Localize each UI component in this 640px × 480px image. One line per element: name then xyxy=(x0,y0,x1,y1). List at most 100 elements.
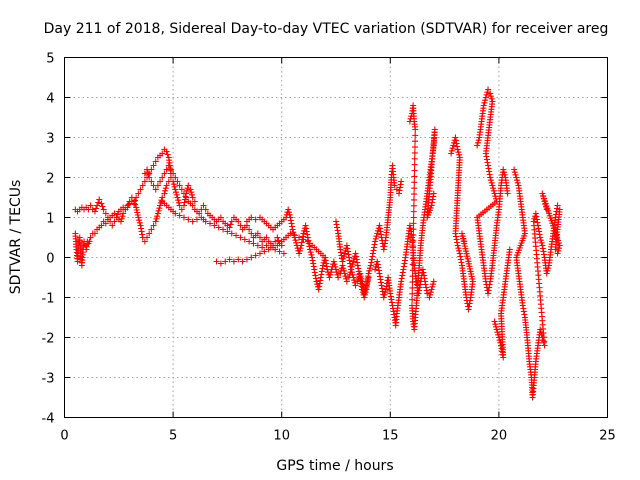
data-point xyxy=(104,214,111,221)
data-point xyxy=(159,174,166,181)
data-point xyxy=(409,296,416,303)
data-point xyxy=(183,187,190,194)
data-point xyxy=(306,246,313,253)
data-point xyxy=(351,277,358,284)
data-point xyxy=(410,243,417,250)
data-point xyxy=(495,334,502,341)
data-point xyxy=(540,195,547,202)
data-point xyxy=(342,273,349,280)
data-point xyxy=(171,183,178,190)
data-point xyxy=(183,194,190,201)
data-point xyxy=(540,337,547,344)
data-point xyxy=(511,169,518,176)
data-point xyxy=(172,186,179,193)
data-point xyxy=(132,201,139,208)
data-point xyxy=(492,321,499,328)
data-point xyxy=(455,149,462,156)
axis-ticks xyxy=(64,57,608,418)
data-point xyxy=(490,185,497,192)
data-point xyxy=(409,267,416,274)
y-tick-label: 5 xyxy=(46,52,54,67)
data-point xyxy=(131,198,138,205)
data-point xyxy=(485,86,492,93)
data-point xyxy=(167,166,174,173)
data-point xyxy=(361,291,368,298)
data-point xyxy=(367,265,374,272)
data-point xyxy=(139,182,146,189)
data-point xyxy=(348,266,355,273)
data-point xyxy=(161,190,168,197)
y-tick-label: -1 xyxy=(42,292,55,307)
data-point xyxy=(174,194,181,201)
data-point xyxy=(545,265,552,272)
series-seg-g xyxy=(333,162,405,301)
data-point xyxy=(109,222,116,229)
data-point xyxy=(327,271,334,278)
data-point xyxy=(154,213,161,220)
data-point xyxy=(141,170,148,177)
data-point xyxy=(137,186,144,193)
y-tick-label: 1 xyxy=(46,212,54,227)
data-point xyxy=(233,232,240,239)
data-point xyxy=(175,197,182,204)
series-seg-b xyxy=(72,174,198,245)
data-point xyxy=(265,246,272,253)
data-point xyxy=(250,240,257,247)
data-point xyxy=(237,234,244,241)
data-point xyxy=(372,238,379,245)
x-tick-label: 25 xyxy=(599,429,616,444)
data-point xyxy=(175,199,182,206)
data-point xyxy=(537,234,544,241)
data-point xyxy=(226,256,233,263)
data-point xyxy=(340,253,347,260)
data-point xyxy=(474,139,481,146)
data-point xyxy=(300,230,307,237)
data-point xyxy=(165,162,172,169)
data-point xyxy=(120,210,127,217)
data-point xyxy=(458,230,465,237)
data-point xyxy=(215,224,222,231)
data-point xyxy=(252,216,259,223)
series-seg-i xyxy=(406,102,438,333)
data-point xyxy=(202,218,209,225)
data-point xyxy=(296,250,303,257)
data-point xyxy=(185,216,192,223)
x-tick-label: 5 xyxy=(169,429,177,444)
data-point xyxy=(504,190,511,197)
data-point xyxy=(145,171,152,178)
data-point xyxy=(153,215,160,222)
data-point xyxy=(350,258,357,265)
data-point xyxy=(513,174,520,181)
data-point xyxy=(91,230,98,237)
data-point xyxy=(141,238,148,245)
data-point xyxy=(241,236,248,243)
data-point xyxy=(491,318,498,325)
x-tick-labels: 0 5 10 15 20 25 xyxy=(60,429,615,444)
data-point xyxy=(185,182,192,189)
data-point xyxy=(333,269,340,276)
data-point xyxy=(410,237,417,244)
data-point xyxy=(493,326,500,333)
data-point xyxy=(261,248,268,255)
data-point xyxy=(92,205,99,212)
data-point xyxy=(348,263,355,270)
data-point xyxy=(411,185,418,192)
data-point xyxy=(111,210,118,217)
data-point xyxy=(178,206,185,213)
series-seg-j xyxy=(448,134,476,313)
data-point xyxy=(154,182,161,189)
data-point xyxy=(488,179,495,186)
data-point xyxy=(482,94,489,101)
data-point xyxy=(162,187,169,194)
data-point xyxy=(313,278,320,285)
data-point xyxy=(352,282,359,289)
data-point xyxy=(135,214,142,221)
data-point xyxy=(483,91,490,98)
data-point xyxy=(411,191,418,198)
data-point xyxy=(427,289,434,296)
data-point xyxy=(118,215,125,222)
data-point xyxy=(362,289,369,296)
data-point xyxy=(411,179,418,186)
data-point xyxy=(409,279,416,286)
data-point xyxy=(454,242,461,249)
